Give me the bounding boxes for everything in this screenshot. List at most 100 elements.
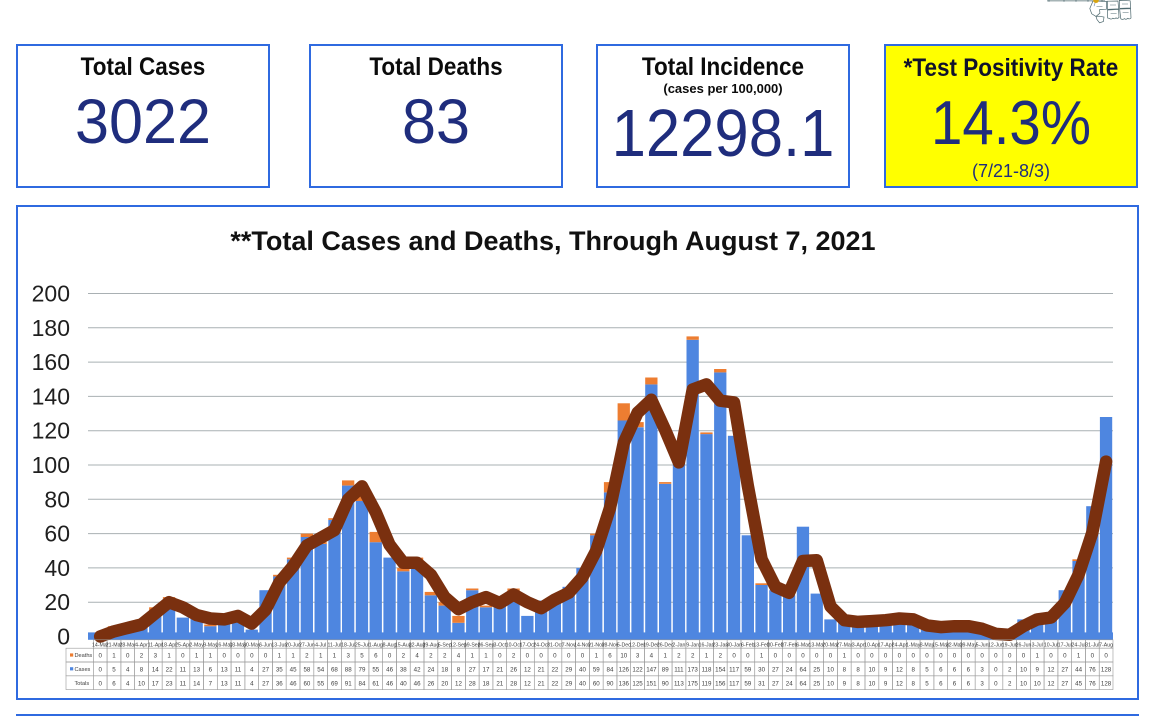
svg-text:26-Dec: 26-Dec — [657, 642, 674, 648]
svg-text:9: 9 — [1035, 667, 1039, 674]
svg-text:0: 0 — [953, 653, 957, 660]
svg-text:180: 180 — [32, 315, 70, 341]
svg-text:29-May: 29-May — [960, 642, 978, 648]
svg-text:31: 31 — [758, 680, 765, 687]
svg-text:9: 9 — [843, 680, 847, 687]
svg-text:151: 151 — [646, 680, 657, 687]
svg-text:10-Oct: 10-Oct — [506, 642, 522, 648]
svg-text:0: 0 — [1008, 653, 1012, 660]
svg-text:7-Aug: 7-Aug — [1099, 642, 1113, 648]
svg-text:27-Jun: 27-Jun — [299, 642, 315, 648]
svg-text:61: 61 — [372, 680, 379, 687]
svg-text:1: 1 — [209, 653, 213, 660]
svg-text:111: 111 — [674, 667, 684, 674]
svg-text:27: 27 — [1061, 667, 1068, 674]
svg-text:23-May: 23-May — [229, 642, 247, 648]
svg-text:117: 117 — [729, 667, 739, 674]
svg-text:2: 2 — [305, 653, 309, 660]
svg-text:0: 0 — [539, 653, 543, 660]
svg-text:24: 24 — [786, 667, 793, 674]
svg-text:10: 10 — [827, 667, 834, 674]
svg-text:7: 7 — [209, 680, 213, 687]
svg-text:Cases: Cases — [75, 667, 91, 673]
svg-text:200: 200 — [32, 281, 70, 307]
svg-text:0: 0 — [98, 680, 102, 687]
svg-text:76: 76 — [1089, 667, 1096, 674]
svg-text:3-Oct: 3-Oct — [493, 642, 506, 648]
svg-text:25: 25 — [813, 680, 820, 687]
svg-text:2-Jan: 2-Jan — [672, 642, 685, 648]
svg-text:1: 1 — [195, 653, 199, 660]
svg-text:0: 0 — [98, 667, 102, 674]
svg-text:6-Mar: 6-Mar — [796, 642, 810, 648]
svg-text:90: 90 — [662, 680, 669, 687]
svg-text:0: 0 — [1022, 653, 1026, 660]
svg-text:154: 154 — [715, 667, 726, 674]
svg-text:21: 21 — [538, 680, 545, 687]
svg-text:25-Jul: 25-Jul — [355, 642, 369, 648]
svg-text:10: 10 — [1034, 680, 1041, 687]
svg-text:0: 0 — [1091, 653, 1095, 660]
svg-text:119: 119 — [702, 680, 712, 687]
svg-text:44: 44 — [1075, 667, 1082, 674]
svg-text:8: 8 — [911, 667, 915, 674]
svg-text:9: 9 — [884, 667, 888, 674]
svg-text:10: 10 — [620, 653, 627, 660]
svg-text:25: 25 — [813, 667, 820, 674]
svg-text:16-May: 16-May — [216, 642, 234, 648]
svg-text:4-Jul: 4-Jul — [315, 642, 326, 648]
svg-text:13-Jun: 13-Jun — [271, 642, 287, 648]
svg-text:18-Jul: 18-Jul — [341, 642, 355, 648]
svg-text:6: 6 — [939, 680, 943, 687]
svg-text:28: 28 — [469, 680, 476, 687]
svg-text:Deaths: Deaths — [75, 653, 93, 659]
svg-text:8: 8 — [140, 667, 144, 674]
svg-text:15-May: 15-May — [932, 642, 950, 648]
svg-text:8: 8 — [457, 667, 461, 674]
svg-text:28-Mar: 28-Mar — [119, 642, 136, 648]
svg-text:4: 4 — [650, 653, 654, 660]
svg-text:0: 0 — [264, 653, 268, 660]
svg-text:84: 84 — [359, 680, 366, 687]
svg-text:0: 0 — [980, 653, 984, 660]
svg-text:0: 0 — [222, 653, 226, 660]
svg-text:2: 2 — [140, 653, 144, 660]
svg-text:0: 0 — [553, 653, 557, 660]
svg-text:126: 126 — [619, 667, 630, 674]
svg-text:55: 55 — [372, 667, 379, 674]
svg-text:21: 21 — [496, 680, 503, 687]
svg-text:84: 84 — [607, 667, 614, 674]
svg-text:26-Jun: 26-Jun — [1016, 642, 1032, 648]
svg-text:29-Aug: 29-Aug — [423, 642, 440, 648]
svg-text:11: 11 — [180, 667, 187, 674]
svg-text:3: 3 — [154, 653, 158, 660]
svg-text:0: 0 — [126, 653, 130, 660]
svg-text:11: 11 — [235, 680, 242, 687]
svg-text:1: 1 — [112, 653, 116, 660]
svg-text:45: 45 — [1075, 680, 1082, 687]
svg-text:18-Apr: 18-Apr — [161, 642, 177, 648]
svg-text:22: 22 — [551, 667, 558, 674]
svg-text:8: 8 — [856, 680, 860, 687]
svg-text:6: 6 — [953, 667, 957, 674]
svg-text:59: 59 — [593, 667, 600, 674]
svg-text:0: 0 — [939, 653, 943, 660]
svg-text:20-Mar: 20-Mar — [822, 642, 839, 648]
svg-text:0: 0 — [870, 653, 874, 660]
svg-text:26: 26 — [427, 680, 434, 687]
svg-text:8: 8 — [911, 680, 915, 687]
svg-text:0: 0 — [567, 653, 571, 660]
svg-text:10-Jul: 10-Jul — [1044, 642, 1058, 648]
svg-text:8: 8 — [856, 667, 860, 674]
svg-text:22-May: 22-May — [946, 642, 964, 648]
svg-text:140: 140 — [32, 383, 70, 409]
svg-text:0: 0 — [581, 653, 585, 660]
svg-text:27: 27 — [262, 667, 269, 674]
svg-text:20-Jun: 20-Jun — [285, 642, 301, 648]
svg-text:40: 40 — [579, 680, 586, 687]
svg-text:128: 128 — [1101, 667, 1112, 674]
svg-text:17: 17 — [483, 667, 490, 674]
svg-text:0: 0 — [884, 653, 888, 660]
svg-text:2: 2 — [443, 653, 447, 660]
svg-text:12: 12 — [896, 667, 903, 674]
